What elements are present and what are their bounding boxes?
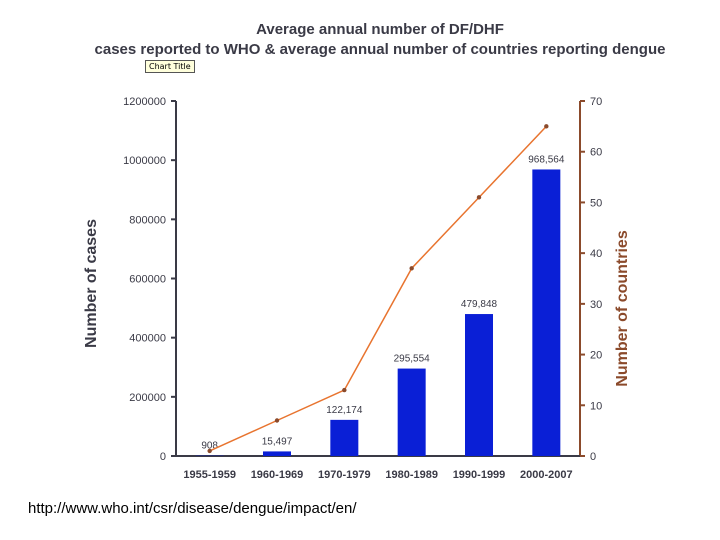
bar-data-label: 968,564 bbox=[528, 154, 565, 165]
right-axis-tick-label: 0 bbox=[590, 451, 596, 463]
bar bbox=[465, 314, 493, 456]
left-axis-tick-label: 600000 bbox=[129, 274, 166, 286]
x-axis-category-label: 2000-2007 bbox=[520, 469, 573, 481]
left-axis-title: Number of cases bbox=[83, 219, 100, 348]
right-axis-tick-label: 70 bbox=[590, 96, 602, 108]
left-axis-tick-label: 800000 bbox=[129, 214, 166, 226]
bar bbox=[330, 419, 359, 456]
chart-title: Average annual number of DF/DHF cases re… bbox=[60, 20, 700, 60]
x-axis-category-label: 1980-1989 bbox=[385, 469, 438, 481]
countries-line bbox=[209, 125, 547, 452]
countries-point bbox=[409, 266, 414, 271]
bar bbox=[263, 451, 291, 456]
right-axis-tick-label: 30 bbox=[590, 299, 602, 311]
right-axis-tick-label: 50 bbox=[590, 197, 602, 209]
left-axis-tick-label: 200000 bbox=[129, 392, 166, 404]
left-axis-tick-label: 1200000 bbox=[123, 96, 166, 108]
countries-point bbox=[476, 195, 482, 200]
left-axis-tick-label: 1000000 bbox=[123, 155, 166, 167]
right-axis-tick-label: 60 bbox=[590, 147, 602, 159]
left-axis-tick-label: 0 bbox=[160, 451, 166, 463]
x-axis-category-label: 1970-1979 bbox=[318, 469, 371, 481]
bar-data-label: 295,554 bbox=[394, 354, 431, 365]
bar-data-label: 908 bbox=[201, 441, 218, 452]
bar-data-label: 122,174 bbox=[326, 405, 363, 416]
countries-point bbox=[207, 448, 212, 454]
right-axis-title: Number of countries bbox=[614, 230, 631, 387]
x-axis-category-label: 1960-1969 bbox=[251, 469, 304, 481]
chart-title-tooltip: Chart Title bbox=[145, 60, 195, 73]
source-url[interactable]: http://www.who.int/csr/disease/dengue/im… bbox=[28, 500, 357, 517]
bar bbox=[532, 169, 561, 456]
x-axis-category-label: 1990-1999 bbox=[453, 469, 506, 481]
bar-data-label: 479,848 bbox=[461, 299, 498, 310]
left-axis-tick-label: 400000 bbox=[129, 333, 166, 345]
bar bbox=[397, 368, 426, 456]
countries-point bbox=[274, 418, 280, 423]
chart-title-line-2: cases reported to WHO & average annual n… bbox=[94, 41, 666, 58]
countries-point bbox=[544, 124, 549, 129]
right-axis-tick-label: 10 bbox=[590, 400, 602, 412]
x-axis-category-label: 1955-1959 bbox=[183, 469, 236, 481]
bar-data-label: 15,497 bbox=[262, 436, 293, 447]
right-axis-tick-label: 20 bbox=[590, 350, 602, 362]
chart-title-line-1: Average annual number of DF/DHF bbox=[256, 21, 504, 38]
countries-point bbox=[342, 387, 347, 393]
chart-canvas: 0 200000 400000 600000 800000 1000000 1200000 0… bbox=[83, 96, 631, 481]
right-axis-tick-label: 40 bbox=[590, 248, 602, 260]
